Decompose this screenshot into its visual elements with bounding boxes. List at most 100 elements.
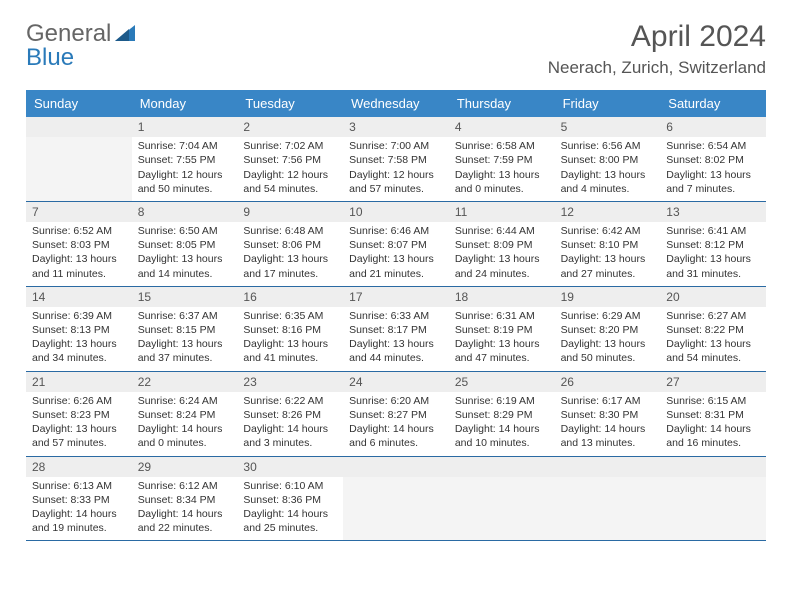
cell-sunrise: Sunrise: 6:10 AM (243, 479, 337, 493)
day-number (26, 117, 132, 137)
day-number: 11 (449, 202, 555, 222)
cell-day1: Daylight: 13 hours (243, 337, 337, 351)
cell-sunrise: Sunrise: 6:33 AM (349, 309, 443, 323)
cell-sunset: Sunset: 8:19 PM (455, 323, 549, 337)
week-row: 7Sunrise: 6:52 AMSunset: 8:03 PMDaylight… (26, 202, 766, 287)
cell-day2: and 14 minutes. (138, 267, 232, 281)
calendar-cell: 20Sunrise: 6:27 AMSunset: 8:22 PMDayligh… (660, 287, 766, 371)
day-number (660, 457, 766, 477)
cell-day2: and 25 minutes. (243, 521, 337, 535)
calendar-cell: 28Sunrise: 6:13 AMSunset: 8:33 PMDayligh… (26, 457, 132, 541)
cell-day1: Daylight: 13 hours (349, 337, 443, 351)
cell-sunrise: Sunrise: 6:29 AM (561, 309, 655, 323)
cell-day2: and 13 minutes. (561, 436, 655, 450)
week-row: 1Sunrise: 7:04 AMSunset: 7:55 PMDaylight… (26, 117, 766, 202)
cell-sunset: Sunset: 8:27 PM (349, 408, 443, 422)
week-row: 21Sunrise: 6:26 AMSunset: 8:23 PMDayligh… (26, 372, 766, 457)
cell-sunrise: Sunrise: 6:13 AM (32, 479, 126, 493)
cell-day2: and 57 minutes. (349, 182, 443, 196)
cell-day1: Daylight: 13 hours (138, 252, 232, 266)
calendar-cell: 10Sunrise: 6:46 AMSunset: 8:07 PMDayligh… (343, 202, 449, 286)
cell-sunrise: Sunrise: 6:26 AM (32, 394, 126, 408)
cell-day2: and 47 minutes. (455, 351, 549, 365)
cell-sunrise: Sunrise: 6:19 AM (455, 394, 549, 408)
calendar-cell: 14Sunrise: 6:39 AMSunset: 8:13 PMDayligh… (26, 287, 132, 371)
day-number: 12 (555, 202, 661, 222)
cell-day2: and 17 minutes. (243, 267, 337, 281)
cell-sunset: Sunset: 7:58 PM (349, 153, 443, 167)
cell-sunrise: Sunrise: 6:27 AM (666, 309, 760, 323)
cell-sunrise: Sunrise: 6:37 AM (138, 309, 232, 323)
cell-sunset: Sunset: 8:23 PM (32, 408, 126, 422)
day-number: 17 (343, 287, 449, 307)
day-number: 8 (132, 202, 238, 222)
cell-sunrise: Sunrise: 6:17 AM (561, 394, 655, 408)
calendar-cell: 23Sunrise: 6:22 AMSunset: 8:26 PMDayligh… (237, 372, 343, 456)
calendar-cell (449, 457, 555, 541)
cell-day1: Daylight: 14 hours (138, 422, 232, 436)
title-block: April 2024 Neerach, Zurich, Switzerland (548, 20, 766, 78)
day-number: 26 (555, 372, 661, 392)
cell-sunrise: Sunrise: 6:41 AM (666, 224, 760, 238)
calendar-cell: 6Sunrise: 6:54 AMSunset: 8:02 PMDaylight… (660, 117, 766, 201)
cell-sunset: Sunset: 8:24 PM (138, 408, 232, 422)
cell-day1: Daylight: 13 hours (32, 252, 126, 266)
day-number: 14 (26, 287, 132, 307)
cell-sunrise: Sunrise: 6:39 AM (32, 309, 126, 323)
cell-day2: and 3 minutes. (243, 436, 337, 450)
cell-day1: Daylight: 13 hours (455, 168, 549, 182)
calendar-cell (343, 457, 449, 541)
cell-sunset: Sunset: 8:00 PM (561, 153, 655, 167)
cell-day1: Daylight: 14 hours (32, 507, 126, 521)
calendar-cell: 2Sunrise: 7:02 AMSunset: 7:56 PMDaylight… (237, 117, 343, 201)
day-number: 6 (660, 117, 766, 137)
calendar-cell: 15Sunrise: 6:37 AMSunset: 8:15 PMDayligh… (132, 287, 238, 371)
cell-day2: and 31 minutes. (666, 267, 760, 281)
day-number: 27 (660, 372, 766, 392)
cell-sunrise: Sunrise: 6:22 AM (243, 394, 337, 408)
cell-day2: and 0 minutes. (455, 182, 549, 196)
cell-sunset: Sunset: 8:10 PM (561, 238, 655, 252)
day-number: 2 (237, 117, 343, 137)
cell-sunrise: Sunrise: 6:54 AM (666, 139, 760, 153)
day-number: 4 (449, 117, 555, 137)
cell-sunset: Sunset: 8:36 PM (243, 493, 337, 507)
cell-sunrise: Sunrise: 6:35 AM (243, 309, 337, 323)
day-header-thursday: Thursday (449, 90, 555, 117)
calendar-cell: 30Sunrise: 6:10 AMSunset: 8:36 PMDayligh… (237, 457, 343, 541)
cell-day2: and 0 minutes. (138, 436, 232, 450)
cell-sunrise: Sunrise: 6:15 AM (666, 394, 760, 408)
calendar-cell: 18Sunrise: 6:31 AMSunset: 8:19 PMDayligh… (449, 287, 555, 371)
cell-sunrise: Sunrise: 6:20 AM (349, 394, 443, 408)
day-number: 19 (555, 287, 661, 307)
calendar-cell: 4Sunrise: 6:58 AMSunset: 7:59 PMDaylight… (449, 117, 555, 201)
day-number: 10 (343, 202, 449, 222)
cell-sunrise: Sunrise: 6:50 AM (138, 224, 232, 238)
cell-day1: Daylight: 13 hours (561, 337, 655, 351)
day-number: 22 (132, 372, 238, 392)
day-number (449, 457, 555, 477)
cell-day2: and 54 minutes. (243, 182, 337, 196)
logo-triangle-icon (115, 20, 135, 48)
calendar-cell: 29Sunrise: 6:12 AMSunset: 8:34 PMDayligh… (132, 457, 238, 541)
cell-sunrise: Sunrise: 6:42 AM (561, 224, 655, 238)
day-number: 23 (237, 372, 343, 392)
cell-sunset: Sunset: 8:05 PM (138, 238, 232, 252)
calendar: Sunday Monday Tuesday Wednesday Thursday… (26, 90, 766, 541)
cell-sunset: Sunset: 8:33 PM (32, 493, 126, 507)
cell-day1: Daylight: 14 hours (243, 507, 337, 521)
cell-sunset: Sunset: 8:09 PM (455, 238, 549, 252)
day-number: 1 (132, 117, 238, 137)
cell-sunrise: Sunrise: 6:12 AM (138, 479, 232, 493)
day-number: 7 (26, 202, 132, 222)
cell-day2: and 57 minutes. (32, 436, 126, 450)
cell-day1: Daylight: 13 hours (666, 252, 760, 266)
cell-day1: Daylight: 13 hours (666, 337, 760, 351)
cell-day2: and 6 minutes. (349, 436, 443, 450)
cell-sunset: Sunset: 8:12 PM (666, 238, 760, 252)
cell-day2: and 21 minutes. (349, 267, 443, 281)
calendar-cell: 27Sunrise: 6:15 AMSunset: 8:31 PMDayligh… (660, 372, 766, 456)
calendar-cell: 12Sunrise: 6:42 AMSunset: 8:10 PMDayligh… (555, 202, 661, 286)
cell-sunset: Sunset: 8:15 PM (138, 323, 232, 337)
calendar-cell: 9Sunrise: 6:48 AMSunset: 8:06 PMDaylight… (237, 202, 343, 286)
